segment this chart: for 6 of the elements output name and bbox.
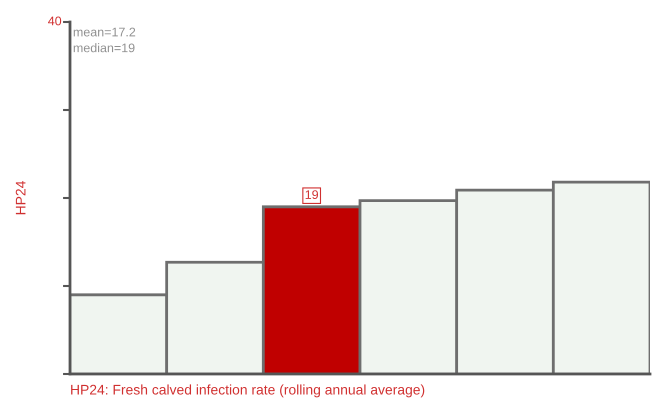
x-axis-title: HP24: Fresh calved infection rate (rolling annual average)	[71, 384, 424, 398]
y-tick-label: 40	[48, 16, 62, 26]
y-axis-title: HP24	[16, 181, 26, 214]
annotation: median=19	[74, 43, 135, 52]
annotation: mean=17.2	[74, 28, 136, 36]
data-label: 19	[306, 190, 318, 200]
